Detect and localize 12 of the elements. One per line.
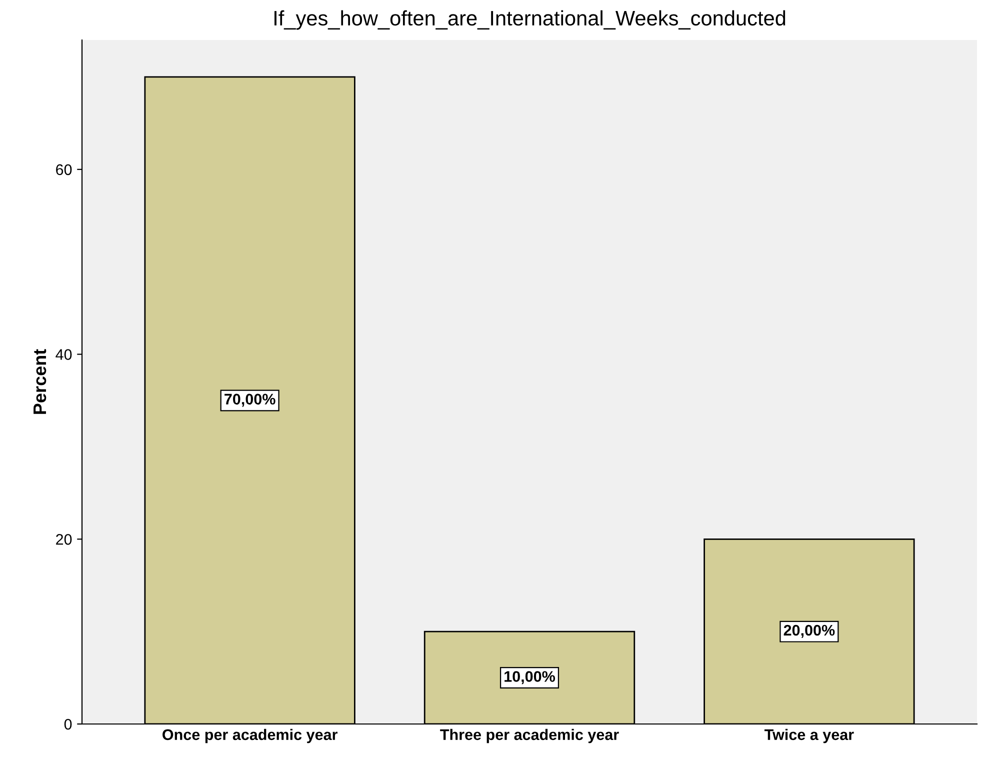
y-tick-label: 0 bbox=[64, 718, 72, 730]
y-tick-label: 20 bbox=[56, 534, 72, 545]
y-tick-label: 60 bbox=[56, 164, 72, 176]
chart-title: If_yes_how_often_are_International_Weeks_conducted bbox=[274, 10, 786, 30]
y-axis-title: Percent bbox=[34, 349, 46, 414]
x-tick-label: Three per academic year bbox=[440, 728, 619, 744]
data-label: 20,00% bbox=[784, 624, 835, 638]
data-label: 10,00% bbox=[504, 671, 556, 684]
data-label: 70,00% bbox=[224, 394, 276, 407]
x-tick-label: Once per academic year bbox=[162, 728, 338, 744]
x-tick-label: Twice a year bbox=[764, 728, 854, 744]
y-tick-label: 40 bbox=[56, 349, 72, 360]
